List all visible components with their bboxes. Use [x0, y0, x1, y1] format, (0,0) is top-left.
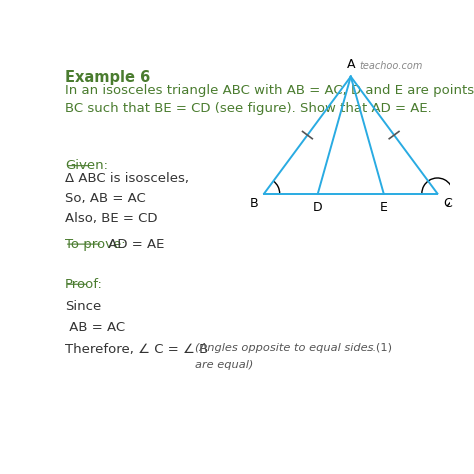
Text: (Angles opposite to equal sides: (Angles opposite to equal sides	[195, 343, 374, 353]
Text: Therefore, ∠ C = ∠ B: Therefore, ∠ C = ∠ B	[65, 343, 208, 356]
Text: Δ ABC is isosceles,: Δ ABC is isosceles,	[65, 172, 189, 185]
Text: B: B	[249, 197, 258, 210]
Text: Also, BE = CD: Also, BE = CD	[65, 212, 157, 225]
Text: A: A	[346, 57, 355, 71]
Text: Proof:: Proof:	[65, 278, 103, 291]
Text: So, AB = AC: So, AB = AC	[65, 192, 146, 205]
Text: C: C	[444, 197, 452, 210]
Text: To prove:: To prove:	[65, 237, 126, 251]
Text: teachoo.com: teachoo.com	[360, 61, 423, 71]
Text: E: E	[380, 201, 388, 214]
Text: Example 6: Example 6	[65, 70, 150, 85]
Text: AD = AE: AD = AE	[104, 237, 164, 251]
Text: ...(1): ...(1)	[366, 343, 393, 353]
Text: AB = AC: AB = AC	[65, 321, 125, 335]
Text: are equal): are equal)	[195, 360, 254, 370]
Text: In an isosceles triangle ABC with AB = AC, D and E are points on
BC such that BE: In an isosceles triangle ABC with AB = A…	[65, 84, 474, 115]
Text: Since: Since	[65, 301, 101, 313]
Text: Given:: Given:	[65, 159, 108, 172]
Text: D: D	[313, 201, 323, 214]
